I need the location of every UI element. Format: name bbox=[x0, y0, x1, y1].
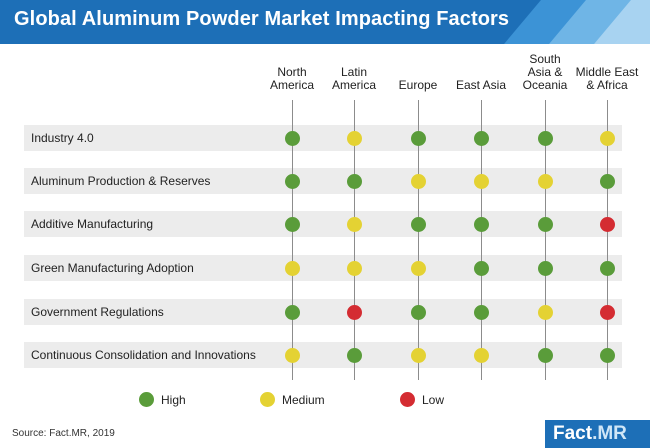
impact-dot-high bbox=[410, 216, 426, 232]
impact-dot-high bbox=[346, 347, 362, 363]
column-line bbox=[544, 100, 546, 380]
row-label: Continuous Consolidation and Innovations bbox=[31, 348, 256, 362]
impact-dot-medium bbox=[284, 260, 300, 276]
impact-dot-high bbox=[284, 304, 300, 320]
header-banner: Global Aluminum Powder Market Impacting … bbox=[0, 0, 650, 44]
column-header: Europe bbox=[398, 78, 438, 92]
logo-text: Fact.MR bbox=[553, 423, 627, 445]
row-label: Industry 4.0 bbox=[31, 131, 94, 145]
impact-dot-high bbox=[537, 216, 553, 232]
impact-dot-medium bbox=[410, 347, 426, 363]
impact-dot-low bbox=[346, 304, 362, 320]
impact-dot-high bbox=[537, 130, 553, 146]
impact-dot-high bbox=[346, 173, 362, 189]
impact-dot-high bbox=[537, 260, 553, 276]
legend-dot-medium bbox=[260, 392, 275, 407]
column-header: South Asia & Oceania bbox=[522, 52, 568, 92]
column-header: East Asia bbox=[455, 78, 507, 92]
factmr-logo: Fact.MR bbox=[545, 420, 650, 448]
logo-suffix: .MR bbox=[592, 423, 627, 444]
row-band bbox=[24, 255, 622, 281]
impact-dot-high bbox=[599, 173, 615, 189]
impact-dot-high bbox=[284, 173, 300, 189]
impact-dot-medium bbox=[346, 216, 362, 232]
chart-title: Global Aluminum Powder Market Impacting … bbox=[14, 8, 510, 30]
logo-brand: Fact bbox=[553, 423, 593, 444]
row-label: Additive Manufacturing bbox=[31, 217, 154, 231]
impact-dot-high bbox=[473, 130, 489, 146]
impact-dot-medium bbox=[599, 130, 615, 146]
impact-dot-medium bbox=[410, 260, 426, 276]
row-label: Government Regulations bbox=[31, 305, 164, 319]
impact-dot-medium bbox=[473, 173, 489, 189]
impact-dot-low bbox=[599, 304, 615, 320]
row-band bbox=[24, 299, 622, 325]
impact-dot-medium bbox=[537, 173, 553, 189]
column-line bbox=[417, 100, 419, 380]
column-line bbox=[291, 100, 293, 380]
impact-dot-medium bbox=[346, 130, 362, 146]
source-note: Source: Fact.MR, 2019 bbox=[12, 428, 115, 439]
row-label: Green Manufacturing Adoption bbox=[31, 261, 194, 275]
column-line bbox=[480, 100, 482, 380]
impact-dot-high bbox=[410, 304, 426, 320]
row-label: Aluminum Production & Reserves bbox=[31, 174, 211, 188]
impact-dot-high bbox=[473, 216, 489, 232]
column-line bbox=[353, 100, 355, 380]
row-band bbox=[24, 211, 622, 237]
impact-dot-medium bbox=[284, 347, 300, 363]
impact-dot-high bbox=[473, 260, 489, 276]
legend-dot-high bbox=[139, 392, 154, 407]
column-header: North America bbox=[269, 65, 314, 92]
impact-dot-high bbox=[473, 304, 489, 320]
impact-dot-medium bbox=[537, 304, 553, 320]
legend-label: High bbox=[161, 393, 186, 407]
legend-label: Medium bbox=[282, 393, 325, 407]
impact-dot-high bbox=[599, 347, 615, 363]
impact-dot-medium bbox=[473, 347, 489, 363]
impact-dot-low bbox=[599, 216, 615, 232]
impact-dot-medium bbox=[346, 260, 362, 276]
impact-dot-high bbox=[599, 260, 615, 276]
column-header: Latin America bbox=[331, 65, 376, 92]
column-header: Middle East & Africa bbox=[575, 65, 639, 92]
row-band bbox=[24, 168, 622, 194]
row-band bbox=[24, 125, 622, 151]
row-band bbox=[24, 342, 622, 368]
impact-dot-high bbox=[284, 130, 300, 146]
impact-dot-medium bbox=[410, 173, 426, 189]
impact-dot-high bbox=[284, 216, 300, 232]
impact-dot-high bbox=[410, 130, 426, 146]
impact-dot-high bbox=[537, 347, 553, 363]
legend-dot-low bbox=[400, 392, 415, 407]
column-line bbox=[606, 100, 608, 380]
legend-label: Low bbox=[422, 393, 445, 407]
